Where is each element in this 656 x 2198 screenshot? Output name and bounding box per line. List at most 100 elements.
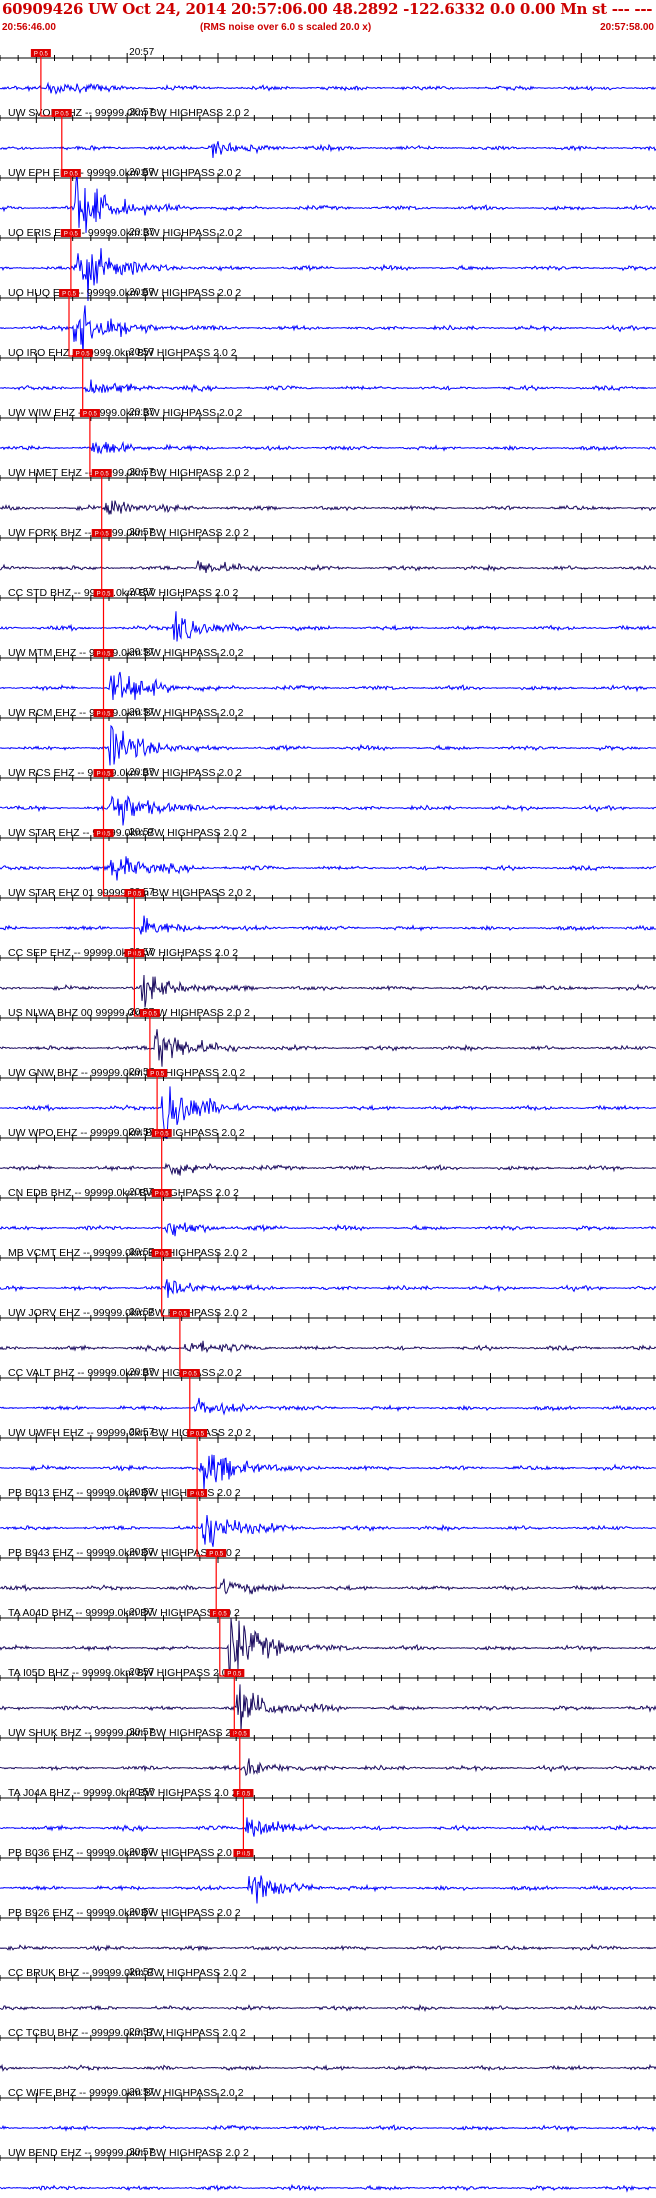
waveform-trace <box>0 795 656 826</box>
start-time: 20:56:46.00 <box>2 22 56 33</box>
station-label: PB B943 EHZ -- 99999.0km BW HIGHPASS 2.0… <box>8 1547 241 1559</box>
pick-label: P 0.5 <box>233 1732 248 1738</box>
waveform-trace <box>0 2003 656 2013</box>
tick-label: 20:57 <box>129 1907 154 1918</box>
pick-label: P 0.5 <box>150 1072 165 1078</box>
station-label: UW SHUK BHZ -- 99999.0km BW HIGHPASS 2.0… <box>8 1727 249 1739</box>
waveform-trace <box>0 1875 656 1904</box>
pick-marker <box>30 49 51 57</box>
pick-label: P 0.5 <box>143 1012 158 1018</box>
waveform-trace <box>0 974 656 1008</box>
station-label: UW WIW EHZ -- 99999.0km BW HIGHPASS 2.0 … <box>8 407 243 419</box>
tick-label: 20:57 <box>129 527 154 538</box>
pick-label: P 0.5 <box>76 352 91 358</box>
pick-label: P 0.5 <box>127 892 142 898</box>
waveform-trace <box>0 1943 656 1952</box>
waveform-trace <box>0 141 656 158</box>
pick-marker <box>169 1309 190 1317</box>
waveform-trace <box>0 671 656 701</box>
station-label: UO ERIS EHZ -- 99999.0km BW HIGHPASS 2.0… <box>8 227 243 239</box>
waveform-trace <box>0 305 656 358</box>
station-label: PB B926 EHZ -- 99999.0km BW HIGHPASS 2.0… <box>8 1907 241 1919</box>
pick-marker <box>124 889 145 897</box>
station-label: CC SEP EHZ -- 99999.0km BW HIGHPASS 2.0 … <box>8 947 238 959</box>
tick-label: 20:57 <box>129 1307 154 1318</box>
waveform-trace <box>0 379 656 394</box>
end-time: 20:57:58.00 <box>600 22 654 33</box>
tick-label: 20:57 <box>129 47 154 58</box>
waveform-trace <box>0 248 656 302</box>
station-label: TA A04D BHZ -- 99999.0km BW HIGHPASS 2.0… <box>8 1607 240 1619</box>
station-label: UW RCM EHZ -- 99999.0km BW HIGHPASS 2.0 … <box>8 707 244 719</box>
station-label: CC STD BHZ -- 99999.0km BW HIGHPASS 2.0 … <box>8 587 238 599</box>
pick-label: P 0.5 <box>209 1552 224 1558</box>
waveform-trace <box>0 611 656 642</box>
waveform-trace <box>0 2063 656 2072</box>
station-label: CN EDB BHZ -- 99999.0km BW HIGHPASS 2.0 … <box>8 1187 239 1199</box>
pick-label: P 0.5 <box>34 52 49 58</box>
waveform-trace <box>0 173 656 234</box>
waveform-trace <box>0 1086 656 1140</box>
waveform-trace <box>0 1817 656 1837</box>
station-label: UW JORV EHZ -- 99999.0km BW HIGHPASS 2.0… <box>8 1307 248 1319</box>
station-label: UW RCS EHZ -- 99999.0km BW HIGHPASS 2.0 … <box>8 767 242 779</box>
tick-label: 20:57 <box>129 107 154 118</box>
station-label: US NLWA BHZ 00 99999.0km BW HIGHPASS 2.0… <box>8 1007 250 1019</box>
station-label: UW EPH EHZ -- 99999.0km BW HIGHPASS 2.0 … <box>8 167 241 179</box>
station-label: UW MTM EHZ -- 99999.0km BW HIGHPASS 2.0 … <box>8 647 244 659</box>
pick-label: P 0.5 <box>183 1372 198 1378</box>
station-label: CC WIFE BHZ -- 99999.0km BW HIGHPASS 2.0… <box>8 2087 244 2099</box>
tick-label: 20:57 <box>129 227 154 238</box>
tick-label: 20:57 <box>129 1667 154 1678</box>
waveform-trace <box>0 1514 656 1547</box>
station-label: TA I05D BHZ -- 99999.0km BW HIGHPASS 2.0… <box>8 1667 237 1679</box>
waveform-trace <box>0 1397 656 1416</box>
pick-marker <box>79 409 100 417</box>
tick-label: 20:57 <box>129 1187 154 1198</box>
tick-label: 20:57 <box>129 587 154 598</box>
pick-marker <box>147 1069 168 1077</box>
pick-marker <box>233 1789 254 1797</box>
tick-label: 20:57 <box>129 2087 154 2098</box>
waveform-trace <box>0 1578 656 1595</box>
pick-marker <box>187 1429 208 1437</box>
tick-label: 20:57 <box>129 1847 154 1858</box>
pick-label: P 0.5 <box>190 1432 205 1438</box>
pick-label: P 0.5 <box>55 112 70 118</box>
tick-label: 20:57 <box>129 1967 154 1978</box>
station-label: UO IRO EHZ -- 99999.0km BW HIGHPASS 2.0 … <box>8 347 237 359</box>
tick-label: 20:57 <box>129 1067 154 1078</box>
pick-marker <box>224 1669 245 1677</box>
station-label: MB VCMT EHZ -- 99999.0km BW HIGHPASS 2.0… <box>8 1247 248 1259</box>
tick-label: 20:57 <box>129 707 154 718</box>
station-label: TA J04A BHZ -- 99999.0km BW HIGHPASS 2.0… <box>8 1787 238 1799</box>
event-title: 60909426 UW Oct 24, 2014 20:57:06.00 48.… <box>2 0 656 18</box>
station-label: UW FORK BHZ -- 99999.0km BW HIGHPASS 2.0… <box>8 527 249 539</box>
tick-label: 20:57 <box>129 1787 154 1798</box>
waveform-trace <box>0 1758 656 1777</box>
waveform-trace <box>0 560 656 573</box>
pick-marker <box>91 469 112 477</box>
waveform-trace <box>0 1029 656 1067</box>
tick-label: 20:57 <box>129 1487 154 1498</box>
station-label: UO HUQ EHZ -- 99999.0km BW HIGHPASS 2.0 … <box>8 287 241 299</box>
tick-label: 20:57 <box>129 2027 154 2038</box>
header: 60909426 UW Oct 24, 2014 20:57:06.00 48.… <box>0 0 656 40</box>
tick-label: 20:57 <box>129 407 154 418</box>
waveform-trace <box>0 500 656 515</box>
pick-label: P 0.5 <box>97 592 112 598</box>
station-label: UW HMET EHZ -- 99999.0km BW HIGHPASS 2.0… <box>8 467 249 479</box>
waveform-trace <box>0 1162 656 1176</box>
waveform-trace <box>0 81 656 95</box>
pick-marker <box>179 1369 200 1377</box>
pick-marker <box>93 589 114 597</box>
station-label: CC VALT BHZ -- 99999.0km BW HIGHPASS 2.0… <box>8 1367 242 1379</box>
waveform-trace <box>0 856 656 881</box>
tick-label: 20:57 <box>129 1367 154 1378</box>
waveform-trace <box>0 1684 656 1732</box>
tick-label: 20:57 <box>129 1607 154 1618</box>
pick-label: P 0.5 <box>227 1672 242 1678</box>
pick-marker <box>72 349 93 357</box>
tick-label: 20:57 <box>129 767 154 778</box>
station-label: PB B013 EHZ -- 99999.0km BW HIGHPASS 2.0… <box>8 1487 241 1499</box>
